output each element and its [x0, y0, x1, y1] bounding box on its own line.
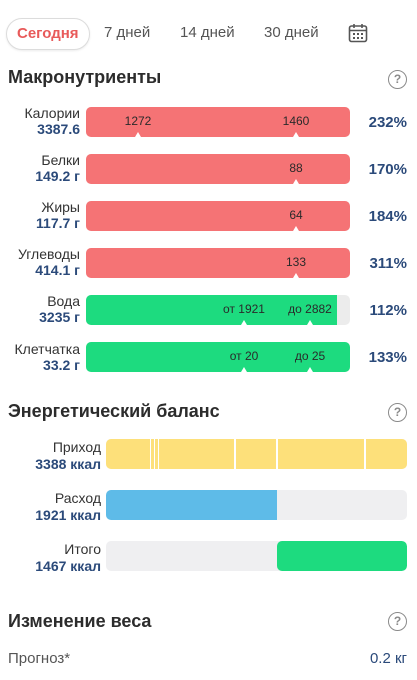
- income-segment-divider: [234, 439, 236, 469]
- calories-min-marker: 1272: [124, 114, 152, 128]
- water-max-marker: до 2882: [288, 302, 332, 316]
- calories-min-tick: [135, 132, 141, 137]
- protein-marker: 88: [289, 161, 303, 175]
- tab-today[interactable]: Сегодня: [6, 18, 90, 50]
- expense-bar: [106, 490, 407, 520]
- fiber-bar: от 20 до 25: [86, 342, 350, 372]
- fat-percent: 184%: [368, 208, 407, 225]
- fiber-value: 33.2 г: [43, 357, 80, 373]
- fiber-min-tick: [241, 367, 247, 372]
- water-min-marker: от 1921: [223, 302, 265, 316]
- protein-bar-fill: [86, 154, 350, 184]
- calories-bar: 1272 1460: [86, 107, 350, 137]
- fat-tick: [293, 226, 299, 231]
- water-bar-fill: [86, 295, 337, 325]
- carbs-tick: [293, 273, 299, 278]
- water-value: 3235 г: [39, 309, 80, 325]
- carbs-percent: 311%: [369, 255, 407, 272]
- expense-label: Расход: [54, 490, 101, 506]
- income-segment-divider: [276, 439, 278, 469]
- weight-title: Изменение веса: [8, 611, 152, 631]
- protein-percent: 170%: [368, 161, 407, 178]
- fat-bar-fill: [86, 201, 350, 231]
- fiber-percent: 133%: [368, 349, 407, 366]
- protein-tick: [293, 179, 299, 184]
- protein-label: Белки: [41, 152, 80, 168]
- fiber-bar-fill: [86, 342, 350, 372]
- carbs-marker: 133: [285, 255, 307, 269]
- water-bar: от 1921 до 2882: [86, 295, 350, 325]
- tab-14-days[interactable]: 14 дней: [180, 24, 235, 41]
- fat-bar: 64: [86, 201, 350, 231]
- calories-max-marker: 1460: [282, 114, 310, 128]
- total-label: Итого: [64, 541, 101, 557]
- forecast-value: 0.2 кг: [369, 650, 407, 667]
- calendar-icon[interactable]: [348, 23, 368, 43]
- water-percent: 112%: [369, 302, 407, 319]
- total-bar-fill: [276, 541, 407, 571]
- fat-label: Жиры: [41, 199, 80, 215]
- income-segment-divider: [158, 439, 159, 469]
- carbs-bar: 133: [86, 248, 350, 278]
- water-label: Вода: [47, 293, 80, 309]
- macros-help-icon[interactable]: ?: [388, 70, 407, 89]
- fiber-min-marker: от 20: [229, 349, 259, 363]
- tab-7-days[interactable]: 7 дней: [104, 24, 151, 41]
- income-segment-divider: [364, 439, 366, 469]
- macros-title: Макронутриенты: [8, 67, 162, 87]
- income-bar: [106, 439, 407, 469]
- income-segment-divider: [154, 439, 155, 469]
- calories-label: Калории: [24, 105, 80, 121]
- carbs-value: 414.1 г: [35, 262, 80, 278]
- fat-value: 117.7 г: [36, 215, 80, 231]
- fiber-max-tick: [307, 367, 313, 372]
- protein-bar: 88: [86, 154, 350, 184]
- carbs-bar-fill: [86, 248, 350, 278]
- calories-percent: 232%: [368, 114, 407, 131]
- total-bar: [106, 541, 407, 571]
- carbs-label: Углеводы: [17, 246, 80, 262]
- fiber-max-marker: до 25: [294, 349, 326, 363]
- weight-help-icon[interactable]: ?: [388, 612, 407, 631]
- water-max-tick: [307, 320, 313, 325]
- income-label: Приход: [52, 439, 101, 455]
- tab-30-days[interactable]: 30 дней: [264, 24, 319, 41]
- energy-help-icon[interactable]: ?: [388, 403, 407, 422]
- income-segment-divider: [150, 439, 151, 469]
- forecast-label: Прогноз*: [8, 650, 71, 667]
- protein-value: 149.2 г: [35, 168, 80, 184]
- energy-title: Энергетический баланс: [8, 401, 220, 421]
- fiber-label: Клетчатка: [14, 341, 80, 357]
- income-value: 3388 ккал: [35, 456, 101, 472]
- total-value: 1467 ккал: [35, 558, 101, 574]
- water-min-tick: [241, 320, 247, 325]
- calories-bar-fill: [86, 107, 350, 137]
- expense-bar-fill: [106, 490, 277, 520]
- calories-value: 3387.6: [37, 121, 80, 137]
- calories-max-tick: [293, 132, 299, 137]
- income-bar-fill: [106, 439, 407, 469]
- fat-marker: 64: [289, 208, 303, 222]
- expense-value: 1921 ккал: [35, 507, 101, 523]
